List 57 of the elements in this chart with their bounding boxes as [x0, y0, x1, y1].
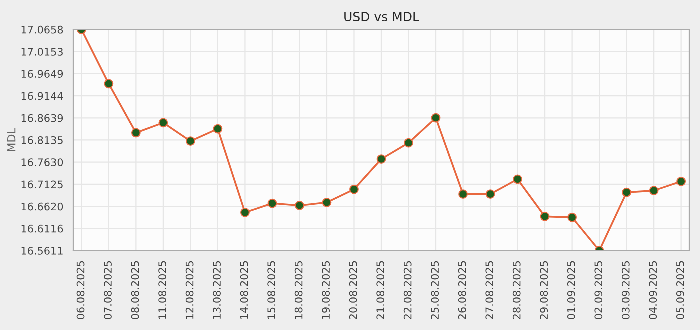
- x-tick-label: 13.08.2025: [213, 261, 221, 320]
- point: [540, 212, 550, 222]
- point: [240, 208, 250, 218]
- point: [431, 113, 441, 123]
- point: [486, 190, 496, 200]
- x-tick-label: 27.08.2025: [486, 261, 494, 320]
- x-tick-label: 14.08.2025: [240, 261, 248, 320]
- y-tick-label: 16.8135: [22, 136, 63, 144]
- x-tick-label: 04.09.2025: [649, 261, 658, 320]
- point: [676, 176, 686, 186]
- point: [513, 174, 522, 184]
- x-tick-label: 26.08.2025: [458, 261, 466, 320]
- y-tick-label: 17.0153: [22, 48, 63, 56]
- point: [104, 79, 114, 89]
- x-tick-label: 15.08.2025: [268, 261, 276, 320]
- y-tick-label: 16.6116: [22, 224, 64, 233]
- point: [322, 198, 332, 208]
- y-tick-label: 16.8639: [22, 114, 64, 122]
- x-tick-label: 22.08.2025: [404, 261, 412, 320]
- y-tick-label: 16.7125: [22, 180, 63, 189]
- y-tick-label: 16.9144: [22, 92, 64, 100]
- point: [376, 154, 386, 164]
- x-tick-label: 28.08.2025: [512, 261, 521, 320]
- point: [622, 188, 632, 198]
- chart-title: USD vs MDL: [344, 12, 420, 22]
- point: [404, 138, 414, 148]
- point: [132, 128, 141, 138]
- x-tick-label: 05.09.2025: [676, 261, 684, 320]
- x-tick-label: 01.09.2025: [567, 261, 576, 320]
- y-tick-label: 16.7630: [22, 158, 64, 166]
- y-axis-title: MDL: [8, 128, 16, 152]
- point: [568, 212, 577, 222]
- point: [350, 184, 359, 194]
- y-tick-label: 16.5611: [22, 247, 63, 255]
- x-tick-label: 06.08.2025: [76, 261, 85, 320]
- x-tick-label: 21.08.2025: [376, 261, 385, 320]
- point: [186, 136, 196, 146]
- point: [458, 190, 468, 200]
- x-tick-label: 08.08.2025: [131, 261, 140, 320]
- x-tick-label: 03.09.2025: [622, 261, 630, 320]
- point: [268, 198, 278, 208]
- x-tick-label: 07.08.2025: [104, 261, 112, 320]
- x-tick-label: 19.08.2025: [322, 261, 330, 320]
- x-tick-label: 20.08.2025: [349, 261, 358, 320]
- x-tick-label: 29.08.2025: [540, 261, 548, 320]
- point: [649, 186, 659, 196]
- point: [213, 124, 223, 134]
- y-tick-label: 16.6620: [22, 202, 64, 211]
- y-tick-label: 17.0658: [22, 26, 64, 34]
- point: [158, 118, 168, 128]
- y-tick-label: 16.9649: [22, 70, 64, 78]
- x-tick-label: 02.09.2025: [594, 261, 603, 320]
- x-tick-label: 25.08.2025: [431, 261, 440, 320]
- x-tick-label: 18.08.2025: [294, 261, 303, 320]
- x-tick-label: 11.08.2025: [158, 261, 166, 320]
- x-tick-label: 12.08.2025: [186, 261, 194, 320]
- point: [295, 201, 304, 210]
